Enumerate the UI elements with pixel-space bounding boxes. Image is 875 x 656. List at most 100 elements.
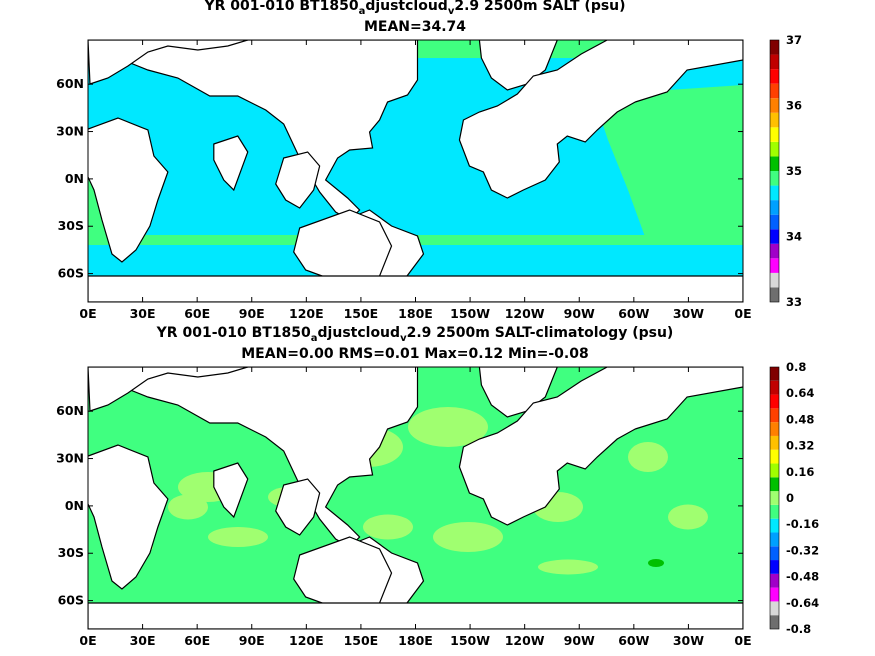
colorbar-segment xyxy=(770,185,779,201)
colorbar-label: 34 xyxy=(786,230,802,244)
colorbar-label: 0.48 xyxy=(786,412,814,426)
colorbar-label: -0.64 xyxy=(786,596,819,610)
x-tick-label: 30W xyxy=(673,306,704,321)
x-tick-label: 180E xyxy=(398,306,433,321)
colorbar-label: -0.32 xyxy=(786,543,819,557)
x-tick-label: 120E xyxy=(289,633,324,648)
x-tick-label: 90E xyxy=(239,633,265,648)
colorbar-segment xyxy=(770,587,779,602)
colorbar-label: 0.8 xyxy=(786,360,806,374)
x-tick-label: 0E xyxy=(734,633,751,648)
colorbar-segment xyxy=(770,83,779,99)
colorbar-label: 0.16 xyxy=(786,465,814,479)
colorbar-segment xyxy=(770,449,779,464)
colorbar-frame xyxy=(769,366,780,630)
colorbar-segment xyxy=(770,171,779,186)
x-tick-label: 60W xyxy=(618,306,649,321)
colorbar-label: -0.48 xyxy=(786,570,819,584)
colorbar-segment xyxy=(770,601,779,616)
colorbar-segment xyxy=(770,258,779,273)
y-tick-label: 60S xyxy=(58,593,84,608)
x-tick-label: 120E xyxy=(289,306,324,321)
colorbar-segment xyxy=(770,546,779,561)
anomaly-max xyxy=(648,559,664,567)
x-tick-label: 0E xyxy=(734,306,751,321)
colorbar-segment xyxy=(770,98,779,113)
colorbar-label: 36 xyxy=(786,99,802,113)
anomaly-patch xyxy=(538,559,598,575)
x-tick-label: 30W xyxy=(673,633,704,648)
panel1-title: YR 001-010 BT1850adjustcloudv2.9 2500m S… xyxy=(204,0,626,17)
y-tick-label: 0N xyxy=(65,498,84,513)
colorbar-segment xyxy=(770,504,779,519)
colorbar-segment xyxy=(770,422,779,436)
x-tick-label: 30E xyxy=(130,633,156,648)
colorbar-segment xyxy=(770,573,779,588)
x-tick-label: 150W xyxy=(450,633,490,648)
x-tick-label: 0E xyxy=(79,633,96,648)
y-tick-label: 30S xyxy=(58,545,84,560)
y-tick-label: 60S xyxy=(58,266,84,281)
anomaly-patch xyxy=(208,527,268,547)
x-tick-label: 150E xyxy=(344,306,379,321)
x-tick-label: 60E xyxy=(184,633,210,648)
colorbar-segment xyxy=(770,200,779,215)
x-tick-label: 120W xyxy=(505,306,545,321)
y-tick-label: 60N xyxy=(56,403,84,418)
colorbar-label: -0.8 xyxy=(786,622,811,636)
x-tick-label: 90E xyxy=(239,306,265,321)
colorbar-segment xyxy=(770,272,779,288)
colorbar-label: 0.32 xyxy=(786,439,814,453)
colorbar-segment xyxy=(770,156,779,171)
colorbar-frame xyxy=(769,39,780,303)
anomaly-patch xyxy=(408,407,488,447)
colorbar-segment xyxy=(770,54,779,70)
colorbar-segment xyxy=(770,40,779,55)
x-tick-label: 60E xyxy=(184,306,210,321)
colorbar-segment xyxy=(770,394,779,409)
panel2-stats: MEAN=0.00 RMS=0.01 Max=0.12 Min=-0.08 xyxy=(241,346,589,362)
anomaly-patch xyxy=(628,442,668,472)
y-tick-label: 30N xyxy=(56,451,84,466)
colorbar-segment xyxy=(770,408,779,423)
x-tick-label: 90W xyxy=(564,306,595,321)
map-panel-2: 0E 30E 60E 90E 120E 150E 180E 150W 120W 90W 60W 30W… xyxy=(56,366,752,648)
panel1-stats: MEAN=34.74 xyxy=(363,19,467,35)
colorbar-segment xyxy=(770,141,779,157)
colorbar-label: 37 xyxy=(786,33,802,47)
colorbar-1: 33 34 35 36 37 xyxy=(769,33,802,309)
colorbar-segment xyxy=(770,229,779,244)
x-tick-label: 150W xyxy=(450,306,490,321)
colorbar-segment xyxy=(770,518,779,533)
y-tick-label: 30N xyxy=(56,124,84,139)
colorbar-segment xyxy=(770,532,779,547)
colorbar-segment xyxy=(770,214,779,230)
x-tick-label: 60W xyxy=(618,633,649,648)
panel2-title: YR 001-010 BT1850adjustcloudv2.9 2500m S… xyxy=(156,325,674,344)
colorbar-segment xyxy=(770,560,779,574)
map-panel-1: 0E 30E 60E 90E 120E 150E 180E 150W 120W 90W 60W 30W… xyxy=(56,39,752,321)
colorbar-segment xyxy=(770,491,779,505)
colorbar-segment xyxy=(770,112,779,128)
y-tick-label: 60N xyxy=(56,76,84,91)
colorbar-label: 33 xyxy=(786,295,802,309)
colorbar-segment xyxy=(770,127,779,142)
colorbar-segment xyxy=(770,463,779,478)
x-tick-label: 0E xyxy=(79,306,96,321)
colorbar-segment xyxy=(770,380,779,395)
colorbar-segment xyxy=(770,367,779,381)
colorbar-segment xyxy=(770,243,779,259)
x-tick-label: 90W xyxy=(564,633,595,648)
anomaly-patch xyxy=(168,494,208,520)
colorbar-label: -0.16 xyxy=(786,517,819,531)
region-atlantic xyxy=(593,85,743,245)
anomaly-patch xyxy=(433,522,503,552)
x-tick-label: 120W xyxy=(505,633,545,648)
anomaly-patch xyxy=(363,514,413,540)
colorbar-label: 0 xyxy=(786,491,794,505)
colorbar-segment xyxy=(770,69,779,84)
x-tick-label: 30E xyxy=(130,306,156,321)
y-tick-label: 0N xyxy=(65,171,84,186)
y-tick-label: 30S xyxy=(58,218,84,233)
